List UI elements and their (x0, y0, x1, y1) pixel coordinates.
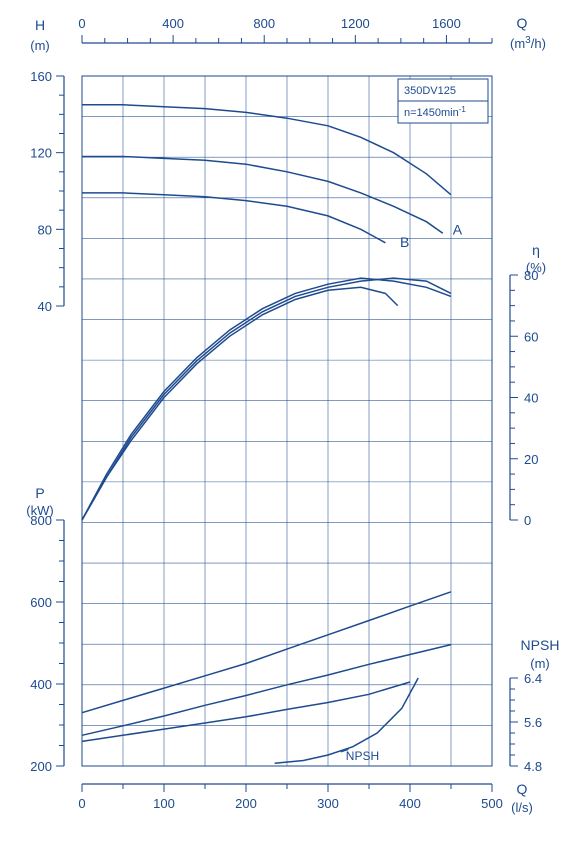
curve-label-a: A (453, 221, 463, 237)
svg-text:20: 20 (524, 452, 538, 467)
svg-text:0: 0 (524, 513, 531, 528)
p-axis-label: P (35, 485, 44, 501)
npsh-axis-unit: (m) (530, 656, 550, 671)
svg-text:200: 200 (235, 796, 257, 811)
bottom-axis-unit: (l/s) (511, 800, 533, 815)
svg-text:400: 400 (30, 677, 52, 692)
svg-text:1600: 1600 (432, 16, 461, 31)
svg-text:60: 60 (524, 329, 538, 344)
curve-label-b: B (400, 234, 409, 250)
svg-text:200: 200 (30, 759, 52, 774)
pump-chart: 040080012001600Q(m3/h)0100200300400500Q(… (0, 0, 580, 850)
svg-text:600: 600 (30, 595, 52, 610)
top-axis-label: Q (517, 15, 528, 31)
p-axis-unit: (kW) (26, 503, 53, 518)
svg-text:0: 0 (78, 16, 85, 31)
eta-axis-unit: (%) (526, 260, 546, 275)
svg-text:300: 300 (317, 796, 339, 811)
npsh-curve-label: NPSH (346, 749, 379, 763)
eta-axis-label: η (532, 242, 540, 258)
svg-text:6.4: 6.4 (524, 671, 542, 686)
npsh-axis-label: NPSH (521, 637, 560, 653)
model-text: 350DV125 (404, 85, 456, 97)
svg-text:80: 80 (38, 222, 52, 237)
svg-text:160: 160 (30, 69, 52, 84)
svg-text:1200: 1200 (341, 16, 370, 31)
h-axis-label: H (35, 17, 45, 33)
svg-text:100: 100 (153, 796, 175, 811)
svg-text:500: 500 (481, 796, 503, 811)
svg-text:800: 800 (253, 16, 275, 31)
svg-text:400: 400 (162, 16, 184, 31)
speed-text: n=1450min-1 (404, 105, 466, 119)
svg-text:0: 0 (78, 796, 85, 811)
svg-text:40: 40 (38, 299, 52, 314)
svg-text:400: 400 (399, 796, 421, 811)
bottom-axis-label: Q (517, 781, 528, 797)
chart-svg: 040080012001600Q(m3/h)0100200300400500Q(… (0, 0, 580, 850)
h-axis-unit: (m) (30, 38, 50, 53)
svg-text:120: 120 (30, 146, 52, 161)
svg-text:5.6: 5.6 (524, 715, 542, 730)
svg-text:40: 40 (524, 391, 538, 406)
svg-text:4.8: 4.8 (524, 759, 542, 774)
